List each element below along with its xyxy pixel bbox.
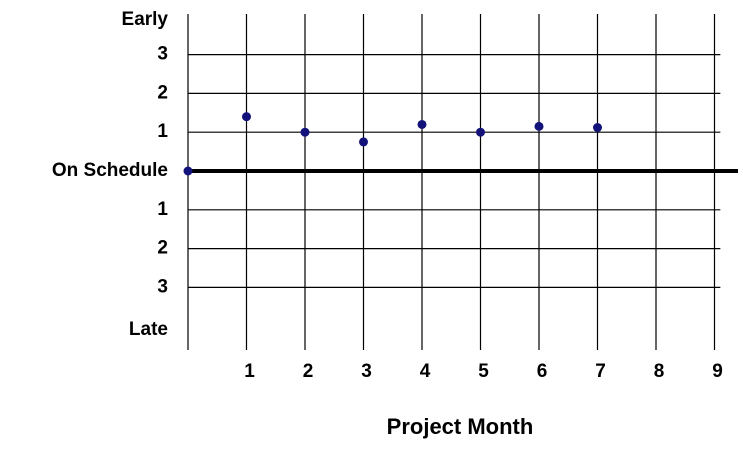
x-axis-title: Project Month bbox=[387, 414, 534, 439]
y-tick-label-on-schedule: On Schedule bbox=[52, 160, 168, 181]
y-tick-label: 2 bbox=[157, 238, 168, 259]
y-tick-label: 1 bbox=[157, 199, 168, 220]
x-tick-label: 7 bbox=[595, 361, 606, 382]
x-tick-labels: 1 2 3 4 5 6 7 8 9 bbox=[244, 361, 723, 382]
data-point bbox=[242, 112, 251, 122]
data-point bbox=[300, 127, 310, 137]
data-points bbox=[183, 112, 602, 176]
x-tick-label: 3 bbox=[361, 361, 372, 382]
y-tick-label: 2 bbox=[157, 82, 168, 103]
x-tick-label: 5 bbox=[478, 361, 489, 382]
y-tick-label-early: Early bbox=[122, 9, 169, 30]
y-tick-label-late: Late bbox=[129, 319, 168, 340]
data-point bbox=[476, 127, 485, 137]
x-tick-label: 9 bbox=[712, 361, 723, 382]
y-tick-label: 1 bbox=[157, 121, 168, 142]
x-tick-label: 2 bbox=[303, 361, 314, 382]
data-point bbox=[417, 119, 427, 129]
y-tick-label: 3 bbox=[157, 276, 168, 297]
data-point bbox=[183, 166, 193, 176]
y-tick-labels: Early 3 2 1 On Schedule 1 2 3 Late bbox=[52, 9, 169, 340]
x-tick-label: 1 bbox=[244, 361, 255, 382]
data-point bbox=[359, 137, 368, 147]
data-point bbox=[534, 121, 544, 131]
x-tick-label: 4 bbox=[420, 361, 431, 382]
x-tick-label: 8 bbox=[654, 361, 665, 382]
data-point bbox=[593, 123, 602, 133]
x-tick-label: 6 bbox=[537, 361, 548, 382]
y-tick-label: 3 bbox=[157, 44, 168, 65]
grid-lines bbox=[187, 14, 721, 350]
